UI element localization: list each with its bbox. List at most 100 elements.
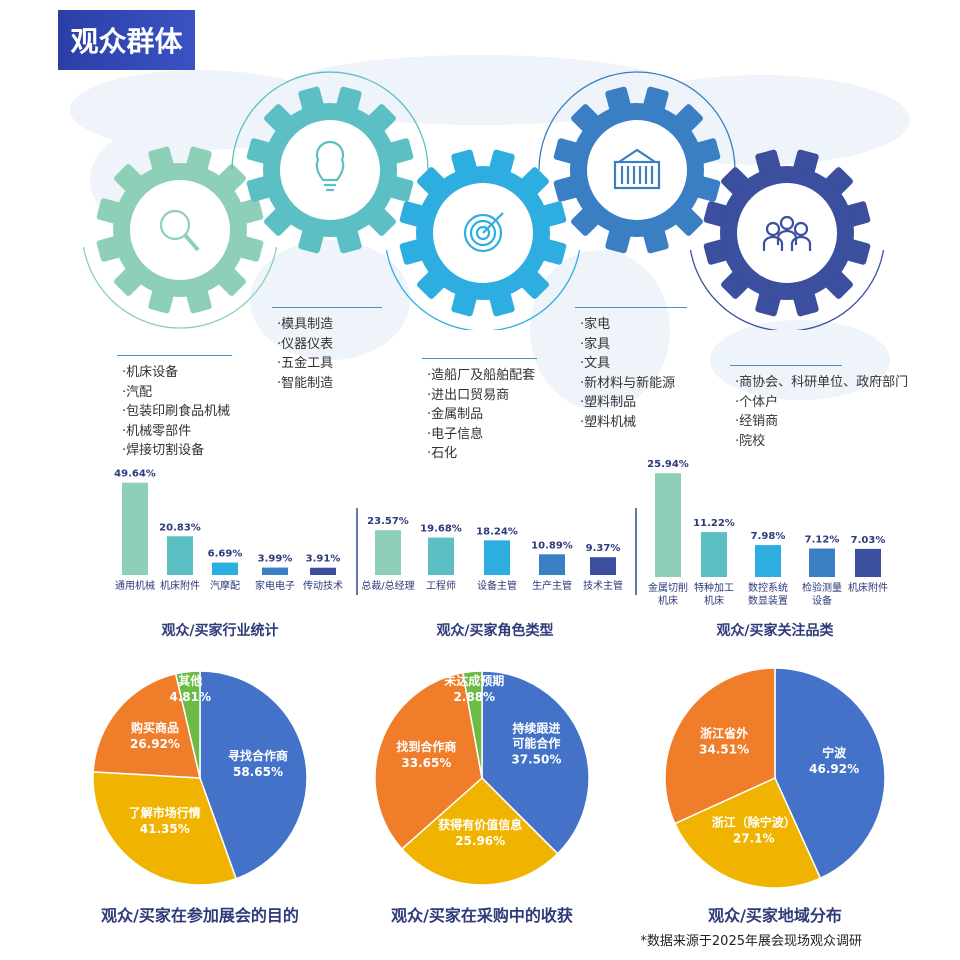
pie-slice	[664, 667, 776, 825]
bar	[655, 473, 681, 577]
slice-value: 58.65%	[233, 765, 283, 779]
category-label: 数控系统	[748, 581, 788, 594]
arrow	[482, 212, 504, 234]
data-label: 7.12%	[805, 535, 840, 546]
bar	[122, 482, 148, 575]
slice-value: 26.92%	[130, 737, 180, 751]
ring	[463, 213, 503, 253]
category-label: 生产主管	[532, 579, 572, 592]
list-item: ·进出口贸易商	[427, 387, 510, 403]
category-label: 金属切削	[648, 581, 688, 594]
chart-title: 观众/买家在采购中的收获	[391, 906, 573, 925]
list-item: ·院校	[735, 433, 766, 449]
data-label: 6.69%	[208, 549, 243, 560]
list-item: ·家具	[580, 336, 611, 352]
slice-value: 37.50%	[511, 752, 561, 766]
chart-title: 观众/买家在参加展会的目的	[101, 906, 299, 925]
map-shape	[70, 70, 330, 150]
list-item: ·新材料与新能源	[580, 375, 676, 391]
pie-slice	[461, 670, 483, 779]
bar	[375, 530, 401, 575]
category-label: 机床附件	[160, 579, 200, 592]
slice-value: 4.81%	[169, 690, 211, 704]
list-item: ·塑料制品	[580, 395, 637, 410]
slice-value: 41.35%	[140, 822, 190, 836]
category-label: 汽摩配	[210, 579, 240, 592]
category-label: 设备	[812, 594, 832, 607]
data-label: 20.83%	[159, 522, 201, 533]
body	[790, 235, 812, 251]
bar	[212, 562, 238, 575]
list-item: ·五金工具	[277, 356, 334, 371]
category-label: 传动技术	[303, 579, 343, 592]
category-label: 通用机械	[115, 579, 155, 592]
bar	[167, 536, 193, 575]
category-label: 家电电子	[255, 579, 295, 592]
industry-list-4: ·家电 ·家具 ·文具 ·新材料与新能源 ·塑料制品 ·塑料机械	[575, 307, 687, 432]
bulb	[315, 140, 345, 192]
bar	[262, 567, 288, 575]
slice-value: 25.96%	[455, 834, 505, 848]
list-item: ·商协会、科研单位、政府部门	[735, 375, 909, 390]
category-label: 技术主管	[583, 579, 623, 592]
bar	[428, 537, 454, 575]
bar	[855, 548, 881, 577]
bar	[310, 567, 336, 575]
gear	[385, 149, 581, 330]
data-label: 19.68%	[420, 524, 462, 535]
slice-name: 了解市场行情	[129, 805, 201, 820]
magnifier-icon	[159, 209, 200, 252]
list-item: ·塑料机械	[580, 414, 637, 430]
slice-value: 34.51%	[699, 742, 749, 756]
industry-list-2: ·模具制造 ·仪器仪表 ·五金工具 ·智能制造	[272, 307, 382, 393]
industry-list-1: ·机床设备 ·汽配 ·包装印刷食品机械 ·机械零部件 ·焊接切割设备	[117, 355, 232, 461]
slice-name: 持续跟进	[512, 720, 560, 735]
bar	[701, 532, 727, 577]
slice-name: 其他	[178, 673, 202, 688]
slice-name: 宁波	[822, 745, 847, 760]
category-label: 工程师	[426, 579, 456, 592]
head	[779, 215, 795, 231]
arc-arrow	[82, 246, 278, 329]
category-label: 特种加工	[694, 581, 734, 594]
pie-slice	[673, 777, 822, 889]
chart-title: 观众/买家行业统计	[161, 623, 279, 639]
pie-slice	[92, 672, 201, 779]
list-item: ·汽配	[122, 384, 153, 400]
chart-title: 观众/买家角色类型	[436, 623, 554, 639]
list-item: ·家电	[580, 317, 611, 332]
ring	[475, 225, 491, 241]
slice-value: 2.88%	[453, 690, 495, 704]
slice-name: 寻找合作商	[228, 748, 288, 763]
data-label: 7.03%	[851, 535, 886, 546]
data-label: 9.37%	[586, 543, 621, 554]
head	[793, 221, 809, 237]
gear	[538, 71, 736, 254]
list-item: ·包装印刷食品机械	[122, 404, 231, 419]
slice-name: 浙江（除宁波）	[712, 815, 796, 830]
footnote: *数据来源于2025年展会现场观众调研	[640, 934, 862, 949]
category-label: 数显装置	[748, 594, 788, 607]
data-label: 18.24%	[476, 526, 518, 537]
target-icon	[463, 212, 504, 253]
gear-diagram	[82, 71, 885, 330]
list-item: ·文具	[580, 356, 611, 371]
list-item: ·仪器仪表	[277, 336, 334, 352]
head	[765, 221, 781, 237]
container-icon	[613, 148, 661, 190]
bar	[484, 540, 510, 575]
gear-center	[737, 183, 837, 283]
pie-slice	[199, 670, 308, 880]
industry-list-5: ·商协会、科研单位、政府部门 ·个体户 ·经销商 ·院校	[730, 365, 909, 451]
bar	[755, 545, 781, 577]
map-shape	[710, 320, 890, 400]
lightbulb-icon	[315, 140, 345, 192]
chart-title: 观众/买家地域分布	[708, 906, 842, 925]
slice-name: 获得有价值信息	[437, 817, 522, 832]
bar	[590, 557, 616, 575]
data-label: 10.89%	[531, 540, 573, 551]
map-shape	[530, 250, 670, 410]
data-label: 3.99%	[258, 554, 293, 565]
list-item: ·智能制造	[277, 375, 334, 391]
